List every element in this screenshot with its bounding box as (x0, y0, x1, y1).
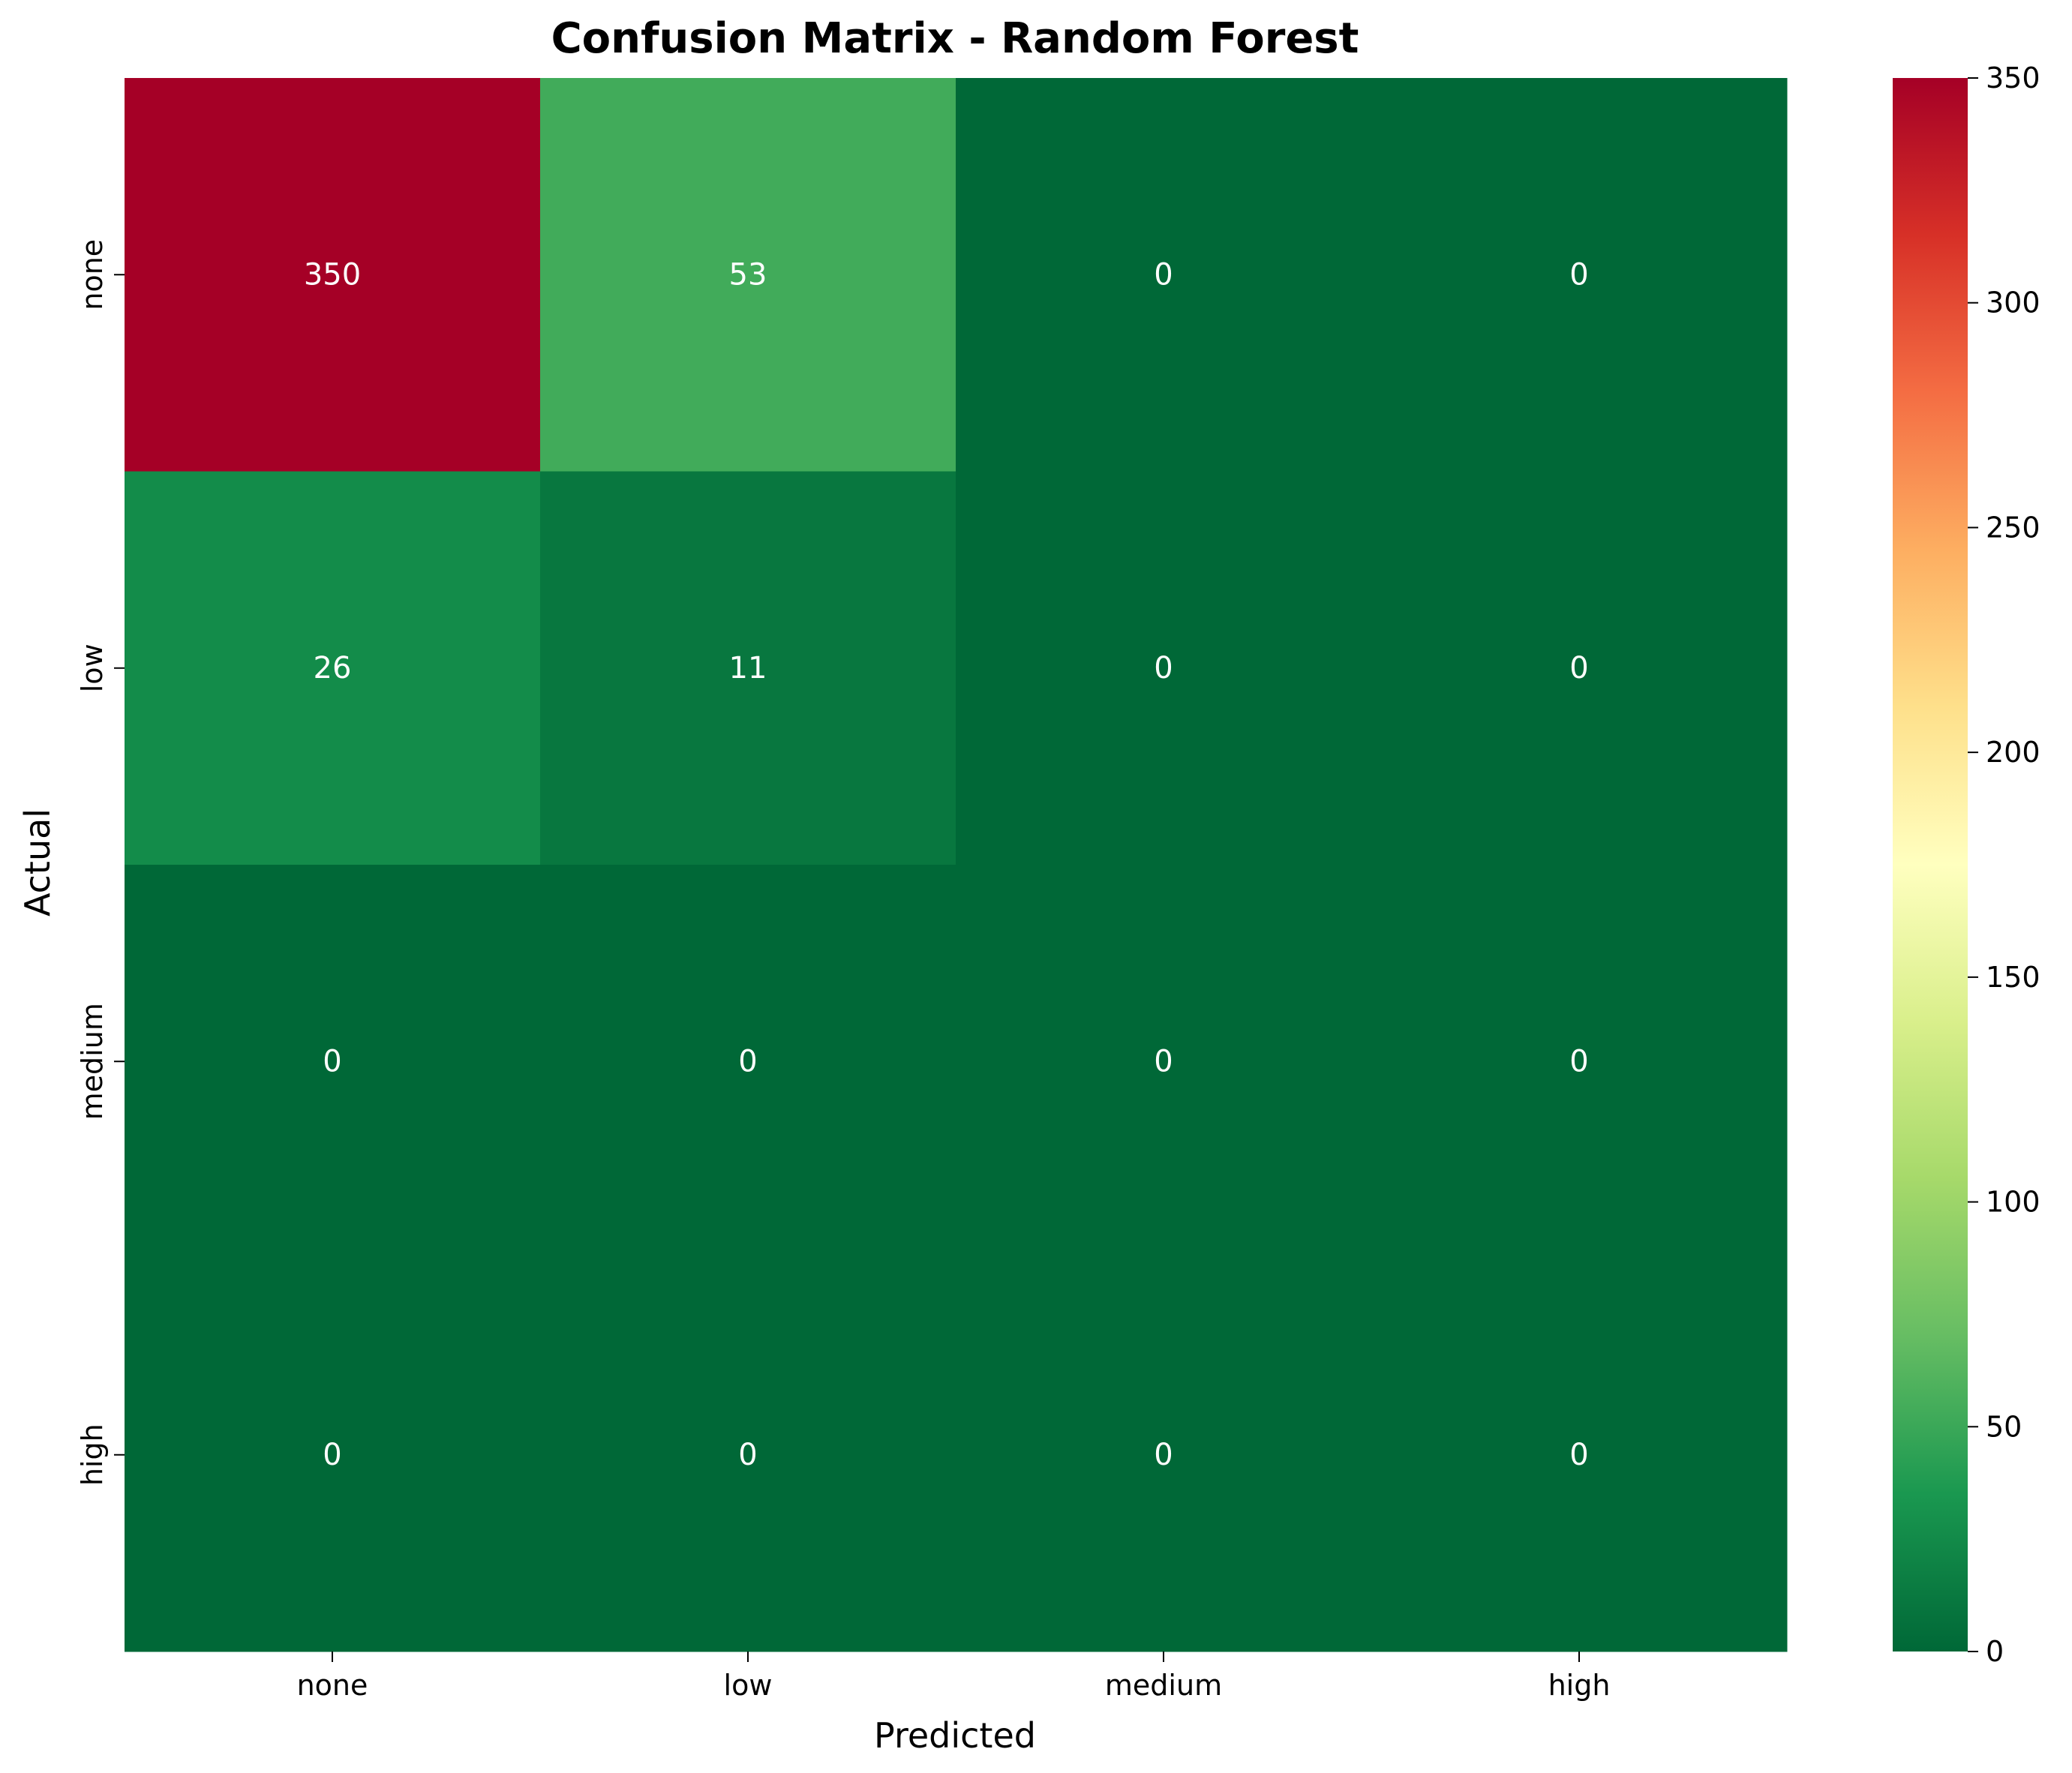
cell-value-label: 0 (323, 1438, 341, 1472)
cell-value-label: 0 (1569, 651, 1588, 686)
x-axis-ticks: none low medium high (297, 1652, 1611, 1702)
cell-value-label: 0 (1154, 1044, 1173, 1078)
cell-value-label: 26 (314, 651, 352, 686)
y-tick-label: low (76, 644, 109, 692)
y-tick-label: none (76, 239, 109, 310)
cell-value-label: 0 (1154, 1438, 1173, 1472)
heatmap-cell-medium-medium (956, 865, 1372, 1258)
y-tick-label: medium (76, 1003, 109, 1120)
heatmap-cell-medium-low (540, 865, 956, 1258)
heatmap-cell-low-high (1371, 471, 1788, 866)
colorbar-tick-label: 250 (1986, 511, 2040, 544)
heatmap-cell-none-none (125, 78, 541, 472)
heatmap-cell-low-none (125, 471, 541, 866)
colorbar-tick-label: 100 (1986, 1186, 2040, 1219)
y-tick-label: high (76, 1424, 109, 1486)
colorbar (1893, 78, 1968, 1652)
cell-value-label: 0 (738, 1044, 757, 1078)
cell-value-label: 0 (1154, 651, 1173, 686)
colorbar-tick-label: 300 (1986, 286, 2040, 320)
x-tick-label: medium (1105, 1669, 1222, 1702)
colorbar-tick-label: 0 (1986, 1635, 2004, 1668)
heatmap-cell-high-none (125, 1258, 541, 1652)
colorbar-ticks: 0 50 100 150 200 250 300 350 (1968, 62, 2040, 1668)
heatmap-cell-low-low (540, 471, 956, 866)
chart-title: Confusion Matrix - Random Forest (551, 14, 1359, 63)
heatmap-cell-medium-none (125, 865, 541, 1258)
x-tick-label: none (297, 1669, 368, 1702)
heatmap-cell-low-medium (956, 471, 1372, 866)
cell-value-label: 11 (729, 651, 767, 686)
heatmap-cell-none-high (1371, 78, 1788, 472)
x-tick-label: high (1548, 1669, 1611, 1702)
cell-value-label: 53 (729, 257, 767, 292)
cell-value-label: 0 (1154, 257, 1173, 292)
colorbar-tick-label: 350 (1986, 62, 2040, 94)
heatmap-cell-medium-high (1371, 865, 1788, 1258)
colorbar-tick-label: 50 (1986, 1410, 2022, 1443)
heatmap-cell-high-medium (956, 1258, 1372, 1652)
colorbar-tick-label: 200 (1986, 736, 2040, 769)
cell-value-label: 0 (1569, 1438, 1588, 1472)
heatmap-cell-high-high (1371, 1258, 1788, 1652)
cell-value-label: 0 (323, 1044, 341, 1078)
cell-value-label: 0 (738, 1438, 757, 1472)
heatmap-grid: 350 53 0 0 26 11 0 0 0 0 0 0 0 0 0 0 (125, 78, 1788, 1652)
cell-value-label: 0 (1569, 1044, 1588, 1078)
cell-value-label: 350 (304, 257, 361, 292)
x-tick-label: low (724, 1669, 773, 1702)
heatmap-cell-none-low (540, 78, 956, 472)
y-axis-label: Actual (17, 808, 58, 916)
y-axis-ticks: none low medium high (76, 239, 125, 1486)
x-axis-label: Predicted (874, 1715, 1036, 1756)
heatmap-cell-none-medium (956, 78, 1372, 472)
cell-value-label: 0 (1569, 257, 1588, 292)
heatmap-cell-high-low (540, 1258, 956, 1652)
colorbar-tick-label: 150 (1986, 961, 2040, 994)
